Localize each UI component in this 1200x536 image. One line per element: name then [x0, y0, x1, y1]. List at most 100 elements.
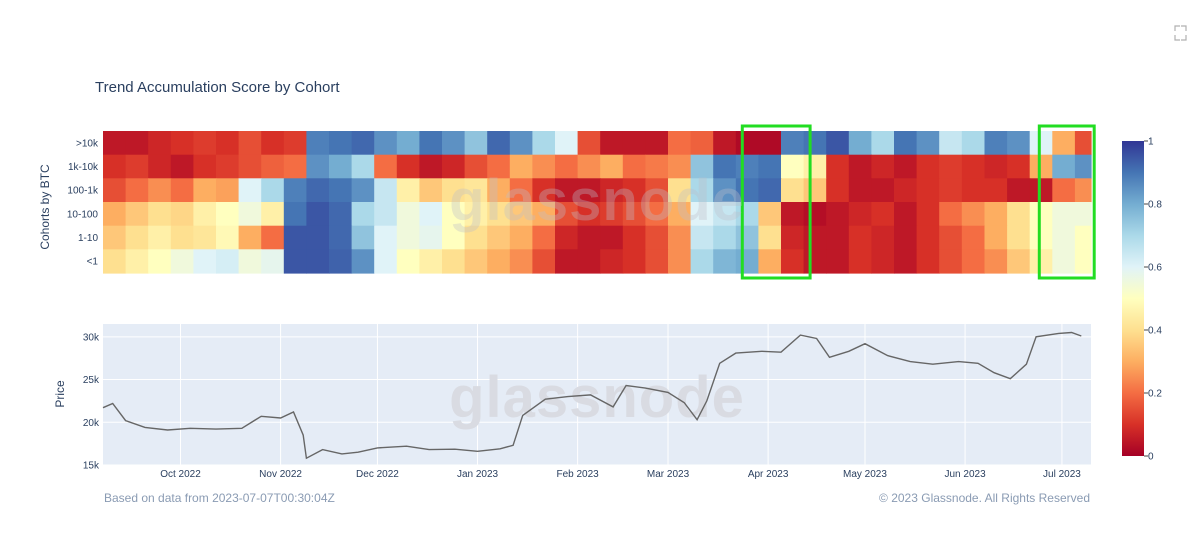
heatmap-cell: [758, 131, 782, 156]
colorbar-tick-label: 0.2: [1148, 389, 1162, 400]
heatmap-cell: [509, 249, 533, 274]
watermark: glassnode: [449, 365, 745, 430]
heatmap-cell: [600, 202, 624, 227]
heatmap-cell: [781, 154, 805, 179]
heatmap-cell: [713, 225, 737, 250]
heatmap-cell: [984, 225, 1008, 250]
heatmap-cell: [329, 225, 353, 250]
heatmap-cell: [170, 225, 194, 250]
heatmap-cell: [442, 202, 466, 227]
heatmap-cell: [1074, 154, 1092, 179]
heatmap-cell: [216, 249, 240, 274]
heatmap-cell: [622, 202, 646, 227]
heatmap-cell: [1074, 202, 1092, 227]
heatmap-cell: [148, 202, 172, 227]
heatmap-cell: [1052, 154, 1076, 179]
heatmap-cell: [713, 131, 737, 156]
heatmap-cell: [555, 249, 579, 274]
heatmap-cell: [916, 202, 940, 227]
heatmap-cell: [374, 154, 398, 179]
heatmap-cell: [645, 178, 669, 203]
heatmap-cell: [442, 225, 466, 250]
heatmap-cell: [442, 178, 466, 203]
heatmap-cell: [758, 225, 782, 250]
heatmap-cell: [374, 202, 398, 227]
heatmap-cell: [781, 225, 805, 250]
heatmap-cell: [961, 154, 985, 179]
heatmap-cell: [984, 154, 1008, 179]
heatmap-cell: [509, 131, 533, 156]
heatmap-cell: [374, 131, 398, 156]
heatmap-cell: [351, 178, 375, 203]
heatmap-cell: [396, 131, 420, 156]
heatmap-cell: [781, 202, 805, 227]
heatmap-cell: [532, 225, 556, 250]
heatmap-cell: [894, 178, 918, 203]
heatmap-cell: [170, 178, 194, 203]
heatmap-cell: [283, 131, 307, 156]
heatmap-cell: [961, 249, 985, 274]
heatmap-cell: [396, 225, 420, 250]
heatmap-cell: [306, 249, 330, 274]
heatmap-cell: [261, 225, 285, 250]
heatmap-cell: [713, 202, 737, 227]
heatmap-cell: [351, 225, 375, 250]
heatmap-cell: [148, 154, 172, 179]
heatmap-cell: [668, 225, 692, 250]
heatmap-cell: [419, 225, 443, 250]
heatmap-cell: [1007, 225, 1031, 250]
heatmap-cell: [690, 202, 714, 227]
heatmap-cell: [645, 249, 669, 274]
heatmap-cell: [894, 202, 918, 227]
heatmap-cell: [826, 225, 850, 250]
heatmap-cell: [487, 225, 511, 250]
heatmap-cell: [939, 249, 963, 274]
heatmap-cell: [758, 154, 782, 179]
heatmap-cell: [148, 225, 172, 250]
price-y-tick-label: 15k: [83, 461, 100, 472]
heatmap-cell: [690, 249, 714, 274]
footer-data-source: Based on data from 2023-07-07T00:30:04Z: [104, 491, 335, 505]
heatmap-cell: [419, 131, 443, 156]
heatmap-cell: [306, 202, 330, 227]
heatmap-cell: [645, 225, 669, 250]
heatmap-cell: [464, 131, 488, 156]
heatmap-cell: [803, 249, 827, 274]
heatmap-cell: [894, 131, 918, 156]
heatmap-cell: [396, 154, 420, 179]
heatmap-cell: [487, 154, 511, 179]
heatmap-cell: [1029, 249, 1053, 274]
heatmap-cell: [848, 178, 872, 203]
heatmap-y-tick-label: <1: [87, 257, 99, 268]
heatmap-cell: [961, 225, 985, 250]
expand-icon[interactable]: [1174, 25, 1187, 41]
colorbar-tick-label: 0.8: [1148, 200, 1162, 211]
heatmap-cell: [984, 249, 1008, 274]
heatmap-cell: [283, 249, 307, 274]
heatmap-cell: [622, 225, 646, 250]
heatmap-cell: [577, 131, 601, 156]
heatmap-cell: [464, 249, 488, 274]
price-y-tick-label: 25k: [83, 375, 100, 386]
heatmap-cell: [487, 131, 511, 156]
colorbar: [1122, 141, 1144, 456]
heatmap-cell: [916, 225, 940, 250]
heatmap-cell: [193, 249, 217, 274]
heatmap-cell: [464, 225, 488, 250]
heatmap-cell: [306, 154, 330, 179]
x-axis: Oct 2022 Nov 2022 Dec 2022 Jan 2023 Feb 2023…: [160, 469, 1081, 480]
heatmap-cell: [622, 131, 646, 156]
heatmap-cell: [961, 178, 985, 203]
heatmap-cell: [419, 178, 443, 203]
heatmap-cell: [329, 202, 353, 227]
heatmap-cell: [803, 202, 827, 227]
heatmap-cell: [690, 154, 714, 179]
heatmap-cell: [351, 249, 375, 274]
heatmap-cell: [848, 154, 872, 179]
heatmap-cell: [442, 131, 466, 156]
heatmap-cell: [577, 154, 601, 179]
heatmap-cell: [125, 202, 149, 227]
heatmap-y-axis: >10k 1k-10k 100-1k 10-100 1-10 <1: [67, 138, 99, 267]
heatmap-cell: [1029, 131, 1053, 156]
